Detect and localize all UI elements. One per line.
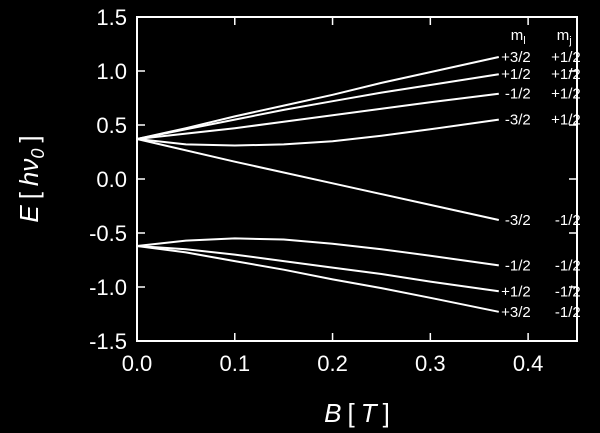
series-labels: +3/2 +1/2+1/2 +1/2-1/2 +1/2-3/2 +1/2-3/2 -1/2…: [501, 49, 581, 321]
series-line: [136, 138, 500, 221]
series-line: [136, 245, 500, 313]
series-line: [136, 118, 499, 147]
series-ml-label: -3/2: [505, 212, 531, 229]
y-axis-label: E[hν0]: [14, 135, 48, 222]
series-line: [136, 245, 499, 293]
x-tick-label: 0.2: [317, 351, 348, 376]
series-ml-label: +1/2: [501, 283, 531, 300]
column-header-ml: ml: [511, 27, 526, 47]
x-tick-label: 0.3: [415, 351, 446, 376]
series-line: [136, 56, 500, 140]
axis-ticks: 0.0 0.1 0.2 0.3 0.4 1.5 1.0 0.5 0.0 -0.5 -1.0 -1.5: [89, 5, 577, 376]
y-tick-label: -1.5: [89, 329, 127, 354]
series-mj-label: +1/2: [551, 49, 581, 66]
series-line: [136, 73, 499, 140]
series-mj-label: -1/2: [555, 257, 581, 274]
series-ml-label: -3/2: [505, 112, 531, 129]
series-ml-label: -1/2: [505, 257, 531, 274]
x-tick-label: 0.0: [122, 351, 153, 376]
x-tick-label: 0.4: [513, 351, 544, 376]
series-mj-label: -1/2: [555, 212, 581, 229]
series-lines: [136, 56, 500, 313]
x-tick-label: 0.1: [219, 351, 250, 376]
y-tick-label: 0.5: [96, 113, 127, 138]
y-tick-label: -1.0: [89, 275, 127, 300]
series-ml-label: +3/2: [501, 304, 531, 321]
y-tick-label: 1.0: [96, 59, 127, 84]
series-mj-label: +1/2: [551, 86, 581, 103]
y-tick-label: -0.5: [89, 221, 127, 246]
x-axis-label: B[T]: [324, 398, 390, 428]
y-tick-label: 0.0: [96, 167, 127, 192]
series-mj-label: -1/2: [555, 304, 581, 321]
y-tick-label: 1.5: [96, 5, 127, 30]
plot-frame: [136, 16, 578, 342]
series-line: [136, 92, 499, 140]
series-ml-label: -1/2: [505, 86, 531, 103]
series-line: [136, 237, 499, 267]
column-header-mj: mj: [557, 27, 572, 47]
series-ml-label: +1/2: [501, 66, 531, 83]
series-ml-label: +3/2: [501, 49, 531, 66]
